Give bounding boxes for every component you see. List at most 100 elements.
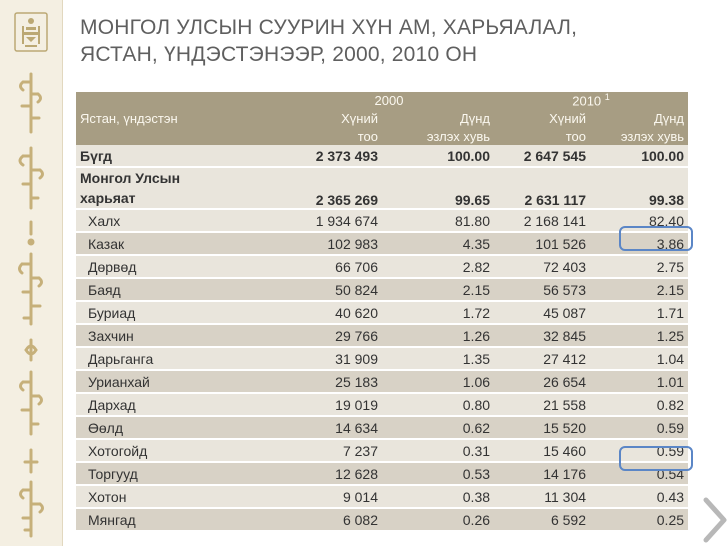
page-title: МОНГОЛ УЛСЫН СУУРИН ХҮН АМ, ХАРЬЯАЛАЛ, Я… [80, 14, 720, 68]
population-2000: 29 766 [284, 324, 382, 348]
population-2010: 27 412 [494, 347, 591, 371]
year-2000-header: 2000 [284, 92, 495, 109]
population-2000: 14 634 [284, 416, 382, 440]
population-table: 2000 2010 1 Ястан, үндэстэн Хүний Дүнд Х… [76, 92, 689, 532]
share-2000: 99.65 [382, 167, 495, 210]
table-row-total: Бүгд 2 373 493 100.00 2 647 545 100.00 [76, 145, 689, 168]
population-2000: 6 082 [284, 508, 382, 532]
share-2010: 0.59 [590, 416, 689, 440]
table-row: Баяд 50 824 2.15 56 573 2.15 [76, 278, 689, 302]
mongolian-script-decoration [18, 72, 44, 538]
row-name: Өөлд [76, 416, 284, 440]
population-2010: 32 845 [494, 324, 591, 348]
row-name: Мянгад [76, 508, 284, 532]
header-row-labels-2: тоо эзлэх хувь тоо эзлэх хувь [76, 127, 689, 145]
table-row: Торгууд 12 628 0.53 14 176 0.54 [76, 462, 689, 486]
row-name: Хотогойд [76, 439, 284, 463]
population-2000: 7 237 [284, 439, 382, 463]
table-row-citizens: Монгол Улсын харьяат 2 365 269 99.65 2 6… [76, 167, 689, 210]
table-row: Мянгад 6 082 0.26 6 592 0.25 [76, 508, 689, 532]
table-row: Захчин 29 766 1.26 32 845 1.25 [76, 324, 689, 348]
year-2010-header: 2010 1 [494, 92, 689, 109]
title-line-2: ЯСТАН, ҮНДЭСТЭНЭЭР, 2000, 2010 ОН [80, 43, 478, 66]
share-2010: 0.54 [590, 462, 689, 486]
table-row: Дархад 19 019 0.80 21 558 0.82 [76, 393, 689, 417]
share-2000: 0.62 [382, 416, 495, 440]
header-row-labels: Ястан, үндэстэн Хүний Дүнд Хүний Дүнд [76, 109, 689, 127]
table-row: Халх 1 934 674 81.80 2 168 141 82.40 [76, 209, 689, 233]
title-line-1: МОНГОЛ УЛСЫН СУУРИН ХҮН АМ, ХАРЬЯАЛАЛ, [80, 16, 578, 39]
row-name-line-2: харьяат [80, 190, 136, 206]
ethnic-group-column-header: Ястан, үндэстэн [76, 109, 284, 127]
population-2010: 72 403 [494, 255, 591, 279]
share-2010: 1.04 [590, 347, 689, 371]
share-2010: 3.86 [590, 232, 689, 256]
share-2000: 1.72 [382, 301, 495, 325]
share-2010-header-2: эзлэх хувь [590, 127, 689, 145]
table-row: Казак 102 983 4.35 101 526 3.86 [76, 232, 689, 256]
share-2000: 1.26 [382, 324, 495, 348]
row-name: Дарьганга [76, 347, 284, 371]
share-2000: 0.31 [382, 439, 495, 463]
share-2000: 2.15 [382, 278, 495, 302]
population-2010: 21 558 [494, 393, 591, 417]
table-row: Буриад 40 620 1.72 45 087 1.71 [76, 301, 689, 325]
row-name: Халх [76, 209, 284, 233]
share-2010: 99.38 [590, 167, 689, 210]
row-name: Бүгд [76, 145, 284, 168]
population-2000: 102 983 [284, 232, 382, 256]
share-2010: 1.01 [590, 370, 689, 394]
row-name: Баяд [76, 278, 284, 302]
share-2010: 82.40 [590, 209, 689, 233]
population-2010: 15 460 [494, 439, 591, 463]
row-name: Казак [76, 232, 284, 256]
table-row: Хотон 9 014 0.38 11 304 0.43 [76, 485, 689, 509]
table-row: Дөрвөд 66 706 2.82 72 403 2.75 [76, 255, 689, 279]
row-name: Захчин [76, 324, 284, 348]
population-2010: 56 573 [494, 278, 591, 302]
row-name: Хотон [76, 485, 284, 509]
share-2000: 100.00 [382, 145, 495, 168]
share-2010: 0.82 [590, 393, 689, 417]
population-2000: 2 373 493 [284, 145, 382, 168]
row-name: Дархад [76, 393, 284, 417]
count-2000-header-2: тоо [284, 127, 382, 145]
highlight-khotogoid-2010-share [619, 446, 693, 471]
share-2010: 2.75 [590, 255, 689, 279]
population-2000: 25 183 [284, 370, 382, 394]
soyombo-emblem-icon [14, 12, 48, 52]
population-2010: 6 592 [494, 508, 591, 532]
table-row: Урианхай 25 183 1.06 26 654 1.01 [76, 370, 689, 394]
count-2010-header: Хүний [494, 109, 591, 127]
year-2010-label: 2010 [572, 93, 602, 109]
share-2000: 1.35 [382, 347, 495, 371]
share-2000: 0.38 [382, 485, 495, 509]
share-2000-header: Дүнд [382, 109, 495, 127]
share-2010: 0.43 [590, 485, 689, 509]
table-row: Дарьганга 31 909 1.35 27 412 1.04 [76, 347, 689, 371]
population-2010: 2 647 545 [494, 145, 591, 168]
table-row: Өөлд 14 634 0.62 15 520 0.59 [76, 416, 689, 440]
population-2000: 19 019 [284, 393, 382, 417]
share-2000: 4.35 [382, 232, 495, 256]
population-2000: 1 934 674 [284, 209, 382, 233]
population-2000: 40 620 [284, 301, 382, 325]
count-2000-header: Хүний [284, 109, 382, 127]
population-2010: 2 168 141 [494, 209, 591, 233]
population-2000: 50 824 [284, 278, 382, 302]
population-2010: 2 631 117 [494, 167, 591, 210]
share-2000: 0.26 [382, 508, 495, 532]
row-name: Монгол Улсын харьяат [76, 167, 284, 210]
share-2000: 0.80 [382, 393, 495, 417]
row-name: Урианхай [76, 370, 284, 394]
population-2010: 45 087 [494, 301, 591, 325]
share-2000-header-2: эзлэх хувь [382, 127, 495, 145]
share-2010: 2.15 [590, 278, 689, 302]
chevron-right-icon[interactable] [700, 494, 728, 546]
footnote-marker: 1 [604, 92, 610, 103]
count-2010-header-2: тоо [494, 127, 591, 145]
share-2010: 1.71 [590, 301, 689, 325]
share-2000: 81.80 [382, 209, 495, 233]
population-2010: 11 304 [494, 485, 591, 509]
share-2000: 2.82 [382, 255, 495, 279]
